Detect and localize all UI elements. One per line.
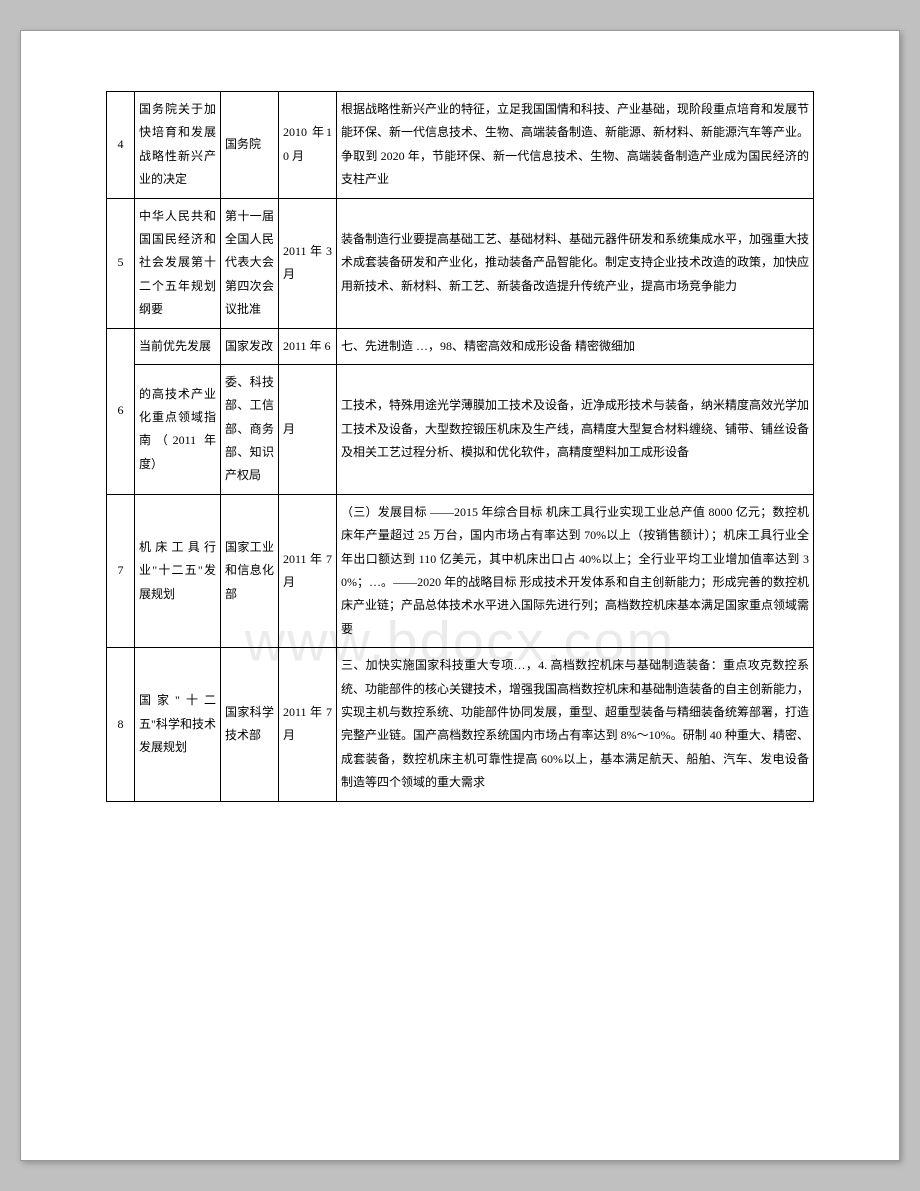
issuing-agency: 委、科技部、工信部、商务部、知识产权局 <box>221 364 279 494</box>
document-page: 4 国务院关于加快培育和发展战略性新兴产业的决定 国务院 2010 年10 月 … <box>20 30 900 1161</box>
policy-content: （三）发展目标 ——2015 年综合目标 机床工具行业实现工业总产值 8000 … <box>337 494 814 647</box>
row-number: 4 <box>107 92 135 199</box>
policy-title: 当前优先发展 <box>135 328 221 364</box>
issue-date: 2011 年 7月 <box>279 648 337 801</box>
policy-content: 工技术，特殊用途光学薄膜加工技术及设备，近净成形技术与装备，纳米精度高效光学加工… <box>337 364 814 494</box>
policy-content: 三、加快实施国家科技重大专项…，4. 高档数控机床与基础制造装备：重点攻克数控系… <box>337 648 814 801</box>
issue-date: 2010 年10 月 <box>279 92 337 199</box>
table-row: 4 国务院关于加快培育和发展战略性新兴产业的决定 国务院 2010 年10 月 … <box>107 92 814 199</box>
issuing-agency: 国家发改 <box>221 328 279 364</box>
table-row: 8 国家"十二五"科学和技术发展规划 国家科学技术部 2011 年 7月 三、加… <box>107 648 814 801</box>
issue-date: 2011 年 7月 <box>279 494 337 647</box>
issuing-agency: 国家工业和信息化部 <box>221 494 279 647</box>
policy-title: 中华人民共和国国民经济和社会发展第十二个五年规划纲要 <box>135 198 221 328</box>
table-row: 7 机床工具行业"十二五"发展规划 国家工业和信息化部 2011 年 7月 （三… <box>107 494 814 647</box>
issuing-agency: 国家科学技术部 <box>221 648 279 801</box>
table-row: 5 中华人民共和国国民经济和社会发展第十二个五年规划纲要 第十一届全国人民代表大… <box>107 198 814 328</box>
issuing-agency: 国务院 <box>221 92 279 199</box>
row-number: 7 <box>107 494 135 647</box>
issue-date: 2011 年 6 <box>279 328 337 364</box>
table-row: 6 当前优先发展 国家发改 2011 年 6 七、先进制造 …，98、精密高效和… <box>107 328 814 364</box>
policy-title: 国家"十二五"科学和技术发展规划 <box>135 648 221 801</box>
policy-title: 的高技术产业化重点领域指南（2011 年度） <box>135 364 221 494</box>
issue-date: 月 <box>279 364 337 494</box>
policy-content: 装备制造行业要提高基础工艺、基础材料、基础元器件研发和系统集成水平，加强重大技术… <box>337 198 814 328</box>
row-number: 6 <box>107 328 135 494</box>
row-number: 8 <box>107 648 135 801</box>
row-number: 5 <box>107 198 135 328</box>
policy-title: 国务院关于加快培育和发展战略性新兴产业的决定 <box>135 92 221 199</box>
policy-table: 4 国务院关于加快培育和发展战略性新兴产业的决定 国务院 2010 年10 月 … <box>106 91 814 802</box>
policy-content: 根据战略性新兴产业的特征，立足我国国情和科技、产业基础，现阶段重点培育和发展节能… <box>337 92 814 199</box>
issue-date: 2011 年 3月 <box>279 198 337 328</box>
table-row: 的高技术产业化重点领域指南（2011 年度） 委、科技部、工信部、商务部、知识产… <box>107 364 814 494</box>
policy-content: 七、先进制造 …，98、精密高效和成形设备 精密微细加 <box>337 328 814 364</box>
issuing-agency: 第十一届全国人民代表大会第四次会议批准 <box>221 198 279 328</box>
policy-title: 机床工具行业"十二五"发展规划 <box>135 494 221 647</box>
